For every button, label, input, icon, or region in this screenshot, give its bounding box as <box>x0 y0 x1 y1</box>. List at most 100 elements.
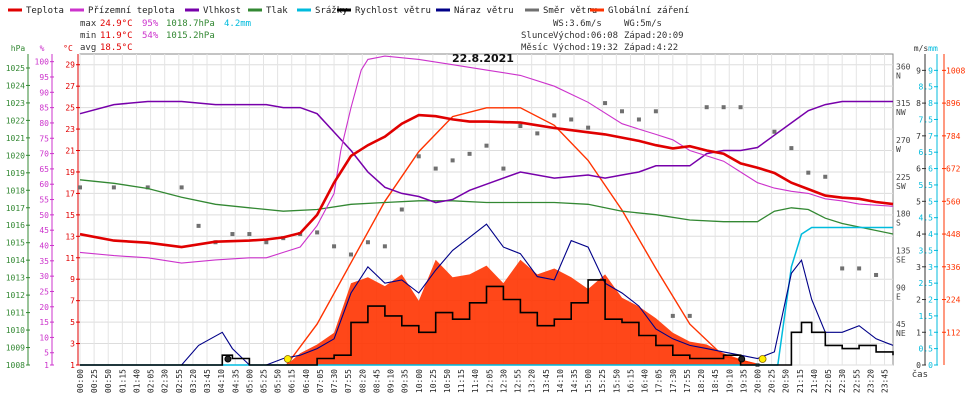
stats-avg-temp: 18.5°C <box>100 43 133 53</box>
x-tick-label: 19:10 <box>725 369 734 393</box>
wm2-tick-label: 784 <box>946 132 961 141</box>
degc-tick-label: 1 <box>70 361 75 370</box>
wind-direction-point <box>620 109 624 114</box>
sun-event-marker <box>283 355 292 363</box>
direction-tick-label: 315 <box>896 99 911 108</box>
stats-min-hum: 54% <box>142 31 159 41</box>
pct-tick-label: 80 <box>39 119 49 128</box>
x-tick-label: 20:25 <box>768 369 777 393</box>
wind-direction-point <box>586 125 591 130</box>
series-layer <box>78 55 894 367</box>
moon-event-marker <box>224 355 232 363</box>
x-tick-label: 01:40 <box>132 369 141 393</box>
wind-direction-point <box>569 117 574 122</box>
wind-direction-point <box>230 232 235 237</box>
hpa-tick-label: 1013 <box>6 274 25 283</box>
mm-tick-label: 2.5 <box>919 279 934 288</box>
x-tick-label: 23:20 <box>866 369 875 393</box>
x-tick-label: 10:25 <box>429 369 438 393</box>
sun-set: Západ:20:09 <box>624 31 684 41</box>
wind-direction-point <box>332 244 337 249</box>
x-tick-label: 02:05 <box>147 369 156 393</box>
series-wind-speed <box>80 279 894 366</box>
wm2-tick-label: 1008 <box>946 66 965 75</box>
stats-max-hum: 95% <box>142 19 159 29</box>
legend-label: Náraz větru <box>454 6 514 16</box>
hpa-tick-label: 1015 <box>6 239 25 248</box>
wind-direction-point <box>365 240 370 245</box>
sun-rise: Východ:06:08 <box>553 31 618 41</box>
hpa-tick-label: 1009 <box>6 344 25 353</box>
series-temperature <box>79 113 894 249</box>
x-axis-label: čas <box>912 369 928 380</box>
x-tick-label: 10:50 <box>443 369 452 393</box>
x-tick-label: 07:30 <box>330 369 339 393</box>
x-tick-label: 03:20 <box>189 369 198 393</box>
ms-tick-label: 4 <box>916 230 921 239</box>
pct-tick-label: 55 <box>39 196 49 205</box>
mm-tick-label: 6 <box>928 165 933 174</box>
series-humidity <box>79 100 893 204</box>
pct-tick-label: 15 <box>39 318 49 327</box>
legend-label: Teplota <box>26 6 64 16</box>
degc-tick-label: 9 <box>70 275 75 284</box>
x-tick-label: 09:10 <box>387 369 396 393</box>
hpa-tick-label: 1021 <box>6 134 25 143</box>
pct-tick-label: 40 <box>39 242 49 251</box>
pct-tick-label: 20 <box>39 303 49 312</box>
direction-tick-label: NW <box>896 108 906 117</box>
x-tick-label: 09:35 <box>401 369 410 393</box>
pct-tick-label: 100 <box>35 58 50 67</box>
x-tick-label: 17:05 <box>655 369 664 393</box>
wind-direction-point <box>806 170 811 175</box>
stats-min-press: 1015.2hPa <box>166 31 215 41</box>
hpa-tick-label: 1019 <box>6 169 25 178</box>
x-tick-label: 04:35 <box>231 369 240 393</box>
wind-direction-point <box>772 129 777 134</box>
ms-tick-label: 5 <box>916 197 921 206</box>
x-tick-label: 06:15 <box>288 369 297 393</box>
wind-direction-point <box>823 174 828 179</box>
ms-tick-label: 8 <box>916 99 921 108</box>
degc-tick-label: 7 <box>70 297 75 306</box>
x-tick-label: 18:45 <box>711 369 720 393</box>
hpa-tick-label: 1016 <box>6 221 25 230</box>
degc-tick-label: 21 <box>65 147 75 156</box>
ms-tick-label: 1 <box>916 328 921 337</box>
x-tick-labels: 00:00 00:25 00:50 01:15 01:40 02:05 02:30 02:55… <box>76 369 890 393</box>
mm-tick-label: 3.5 <box>919 246 934 255</box>
degc-tick-label: 19 <box>65 168 75 177</box>
wind-direction-point <box>603 101 608 106</box>
wind-direction-point <box>704 105 709 110</box>
wind-direction-point <box>874 272 879 277</box>
wind-direction-point <box>416 154 421 159</box>
ms-tick-label: 6 <box>916 165 921 174</box>
x-tick-label: 22:55 <box>852 369 861 393</box>
ms-tick-label: 3 <box>916 263 921 272</box>
moon-set: Západ:4:22 <box>624 43 678 53</box>
mm-tick-label: 7 <box>928 132 933 141</box>
direction-tick-label: 180 <box>896 210 911 219</box>
x-tick-label: 00:50 <box>104 369 113 393</box>
wind-direction-point <box>382 244 387 249</box>
x-tick-label: 22:05 <box>824 369 833 393</box>
x-tick-label: 16:40 <box>641 369 650 393</box>
x-tick-label: 00:00 <box>76 369 85 393</box>
direction-tick-label: 360 <box>896 62 911 71</box>
x-tick-label: 17:30 <box>669 369 678 393</box>
stats-max-label: max <box>80 19 97 29</box>
pct-tick-label: 45 <box>39 226 49 235</box>
direction-tick-label: E <box>896 292 901 301</box>
pct-tick-label: 75 <box>39 134 49 143</box>
degc-tick-label: 25 <box>65 104 75 113</box>
x-tick-label: 21:40 <box>810 369 819 393</box>
x-tick-label: 20:50 <box>782 369 791 393</box>
x-tick-label: 06:40 <box>302 369 311 393</box>
wind-direction-point <box>484 143 489 148</box>
wind-direction-point <box>467 151 472 156</box>
pct-tick-label: 5 <box>44 349 49 358</box>
x-tick-label: 17:55 <box>683 369 692 393</box>
wind-ws: WS:3.6m/s <box>553 19 602 29</box>
mm-tick-label: 5 <box>928 197 933 206</box>
